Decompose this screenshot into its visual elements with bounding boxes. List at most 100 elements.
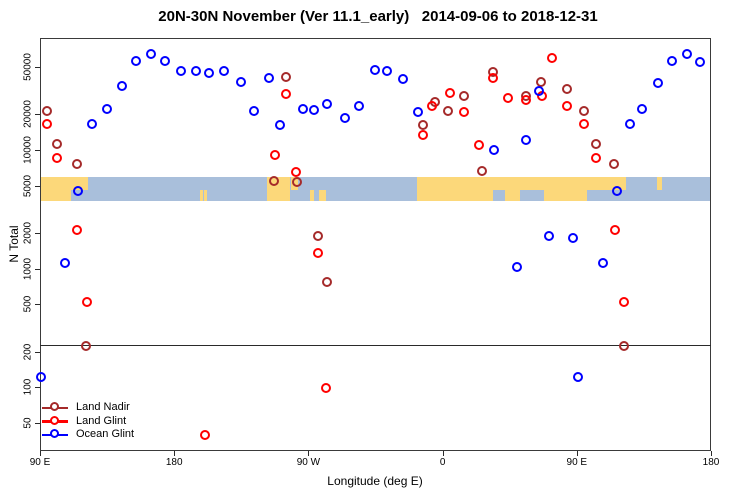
data-point-ocean-glint [274, 120, 285, 131]
data-point-land-glint [502, 92, 513, 103]
y-axis-tick [35, 185, 40, 187]
data-point-land-glint [590, 153, 601, 164]
data-point-land-nadir [292, 177, 303, 188]
legend-row-ocean-glint: Ocean Glint [42, 428, 134, 442]
y-axis-tick-label: 500 [22, 295, 34, 313]
data-point-land-glint [417, 130, 428, 141]
world-map-band [41, 177, 710, 202]
y-axis-tick-label: 2000 [22, 221, 34, 244]
legend-ring-icon [50, 429, 59, 439]
chart-title: 20N-30N November (Ver 11.1_early) 2014-0… [158, 8, 598, 25]
data-point-ocean-glint [568, 232, 579, 243]
data-point-ocean-glint [489, 145, 500, 156]
map-water-red-sea [493, 190, 506, 202]
data-point-ocean-glint [636, 104, 647, 115]
data-point-ocean-glint [695, 57, 706, 68]
data-point-land-glint [52, 153, 63, 164]
x-axis-tick-label: 180 [702, 457, 720, 468]
data-point-ocean-glint [59, 258, 70, 269]
data-point-land-glint [313, 247, 324, 258]
y-axis-tick-label: 50000 [22, 52, 34, 81]
legend-row-land-glint: Land Glint [42, 415, 134, 429]
x-axis-tick-label: 0 [439, 457, 446, 468]
data-point-ocean-glint [511, 261, 522, 272]
data-point-land-glint [426, 100, 437, 111]
data-point-land-nadir [459, 91, 470, 102]
legend-marker [42, 429, 68, 440]
y-axis-tick [35, 304, 40, 306]
map-land-hawaii-2 [204, 190, 207, 202]
legend-marker [42, 402, 68, 413]
x-axis-tick [442, 451, 444, 456]
data-point-ocean-glint [35, 372, 46, 383]
data-point-ocean-glint [572, 372, 583, 383]
data-point-ocean-glint [101, 104, 112, 115]
y-axis-tick-label: 10000 [22, 135, 34, 164]
y-axis-tick [35, 114, 40, 116]
y-axis-tick [35, 66, 40, 68]
data-point-land-glint [270, 149, 281, 160]
data-point-ocean-glint [191, 65, 202, 76]
data-point-ocean-glint [204, 67, 215, 78]
legend-ring-icon [50, 415, 59, 425]
data-point-ocean-glint [159, 56, 170, 67]
data-point-ocean-glint [611, 185, 622, 196]
y-axis-tick [35, 351, 40, 353]
data-point-ocean-glint [353, 100, 364, 111]
data-point-land-nadir [578, 106, 589, 117]
data-point-ocean-glint [73, 185, 84, 196]
data-point-land-glint [562, 100, 573, 111]
data-point-land-glint [520, 94, 531, 105]
y-axis-tick-label: 200 [22, 343, 34, 360]
data-point-ocean-glint [131, 55, 142, 66]
x-axis-tick [174, 451, 176, 456]
data-point-land-nadir [313, 230, 324, 241]
x-axis-tick [308, 451, 310, 456]
x-axis-tick-label: 180 [165, 457, 183, 468]
map-land-yucatan [309, 190, 315, 202]
data-point-land-nadir [417, 120, 428, 131]
data-point-land-glint [82, 296, 93, 307]
data-point-land-glint [619, 296, 629, 307]
data-point-land-glint [290, 167, 301, 178]
data-point-ocean-glint [176, 65, 187, 76]
data-point-land-nadir [608, 158, 619, 169]
data-point-ocean-glint [235, 76, 246, 87]
legend-label: Land Glint [76, 414, 127, 427]
data-point-land-nadir [80, 341, 91, 352]
y-axis-tick-label: 5000 [22, 174, 34, 197]
data-point-ocean-glint [624, 118, 635, 129]
data-point-ocean-glint [598, 258, 609, 269]
data-point-ocean-glint [381, 65, 392, 76]
map-land-south-asia [41, 177, 72, 202]
data-point-ocean-glint [413, 107, 424, 118]
data-point-ocean-glint [666, 55, 677, 66]
data-point-land-nadir [535, 76, 546, 87]
x-axis-tick-label: 90 E [29, 457, 51, 468]
data-point-land-glint [610, 224, 621, 235]
data-point-ocean-glint [86, 118, 97, 129]
data-point-ocean-glint [249, 106, 260, 117]
legend-label: Ocean Glint [76, 428, 135, 441]
legend: Land Nadir Land Glint Ocean Glint [42, 401, 134, 442]
data-point-land-nadir [41, 106, 52, 117]
x-axis-tick-label: 90 W [296, 457, 321, 468]
data-point-ocean-glint [146, 48, 157, 59]
map-land-hawaii-1 [199, 190, 203, 202]
data-point-ocean-glint [340, 112, 351, 123]
y-axis-tick-label: 20000 [22, 100, 34, 129]
data-point-ocean-glint [264, 72, 275, 83]
data-point-ocean-glint [544, 231, 555, 242]
data-point-land-nadir [562, 84, 573, 95]
legend-marker [42, 415, 68, 427]
x-axis-label: Longitude (deg E) [327, 474, 423, 488]
legend-label: Land Nadir [76, 401, 130, 414]
data-point-land-glint [200, 430, 210, 441]
map-water-arabian-sea [520, 190, 544, 202]
reference-line [40, 345, 711, 347]
data-point-land-glint [444, 88, 455, 99]
y-axis-tick-label: 50 [22, 417, 34, 429]
data-point-land-glint [320, 383, 331, 394]
x-axis-tick-label: 90 E [566, 457, 588, 468]
